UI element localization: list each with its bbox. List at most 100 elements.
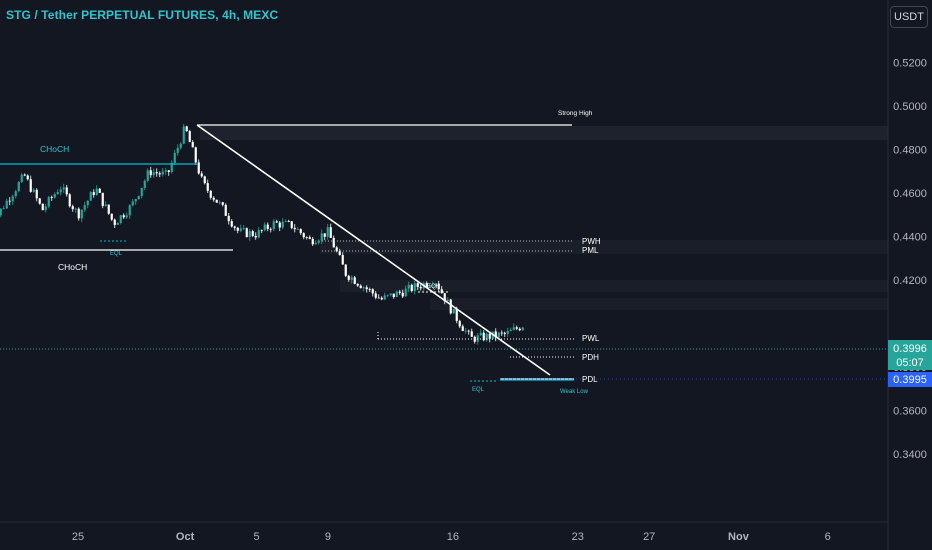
price-tick-label: 0.5200 (893, 57, 927, 69)
candle-body (464, 330, 467, 332)
candle-body (167, 170, 170, 173)
pdl-label: PDL (582, 375, 598, 384)
candle-body (326, 227, 329, 237)
eqh-label: EQH (427, 284, 440, 290)
candle-body (434, 283, 437, 286)
zone-bands (200, 126, 888, 310)
candle-body (329, 227, 332, 238)
candle-body (440, 289, 443, 294)
candle-body (362, 287, 365, 289)
candle-body (92, 192, 95, 195)
price-tick-label: 0.4400 (893, 231, 927, 243)
candle-body (518, 328, 521, 331)
candle-body (428, 285, 431, 287)
candle-body (398, 291, 401, 293)
candle-body (128, 205, 131, 216)
time-tick-label: Oct (176, 531, 195, 543)
candle-body (419, 286, 422, 289)
candle-body (254, 235, 257, 238)
candle-body (353, 277, 356, 284)
candle-body (260, 229, 263, 231)
candle-body (59, 189, 62, 193)
candle-body (377, 297, 380, 299)
current-price-value: 0.3996 (893, 343, 927, 355)
time-axis[interactable]: 25 Oct 5 9 16 23 27 Nov 6 (0, 521, 888, 543)
candle-body (443, 293, 446, 302)
candle-body (122, 215, 125, 218)
candle-body (98, 188, 101, 193)
candle-body (335, 247, 338, 252)
choch-bottom-label: CHoCH (58, 262, 87, 272)
candle-body (56, 192, 59, 195)
candle-body (173, 152, 176, 163)
candle-body (374, 293, 377, 298)
candle-body (485, 333, 488, 341)
time-tick-label: 9 (325, 531, 331, 543)
candle-body (458, 320, 461, 327)
eqh-zone-1 (340, 280, 888, 292)
candle-body (392, 293, 395, 298)
candle-body (410, 284, 413, 292)
candle-body (116, 222, 119, 225)
pwh-zone (320, 240, 888, 254)
trendline[interactable] (196, 124, 551, 376)
eql-left-label: EQL (110, 251, 123, 257)
candle-body (242, 228, 245, 230)
candle-body (200, 173, 203, 177)
candle-body (404, 288, 407, 297)
candle-body (0, 208, 2, 216)
candle-body (407, 284, 410, 289)
candle-body (302, 233, 305, 238)
candle-body (413, 283, 416, 292)
candle-body (482, 332, 485, 341)
candle-body (95, 188, 98, 195)
candle-body (284, 221, 287, 222)
candle-body (182, 126, 185, 144)
time-tick-label: 23 (572, 531, 584, 543)
candle-body (5, 200, 8, 209)
price-tick-label: 0.3400 (893, 449, 927, 461)
candle-body (65, 187, 68, 195)
candle-body (17, 182, 20, 192)
strong-high-zone (200, 126, 888, 140)
candle-body (224, 204, 227, 216)
candle-body (305, 237, 308, 238)
choch-top-label: CHoCH (40, 144, 69, 154)
candle-body (131, 201, 134, 206)
candle-body (38, 198, 41, 204)
candle-body (137, 195, 140, 200)
candle-series (0, 123, 524, 345)
candle-body (245, 228, 248, 238)
candle-body (170, 162, 173, 173)
candle-body (32, 189, 35, 192)
eqh-zone-2 (430, 298, 888, 310)
candle-body (269, 228, 272, 230)
candle-body (155, 172, 158, 174)
candle-body (521, 327, 524, 331)
candle-body (209, 190, 212, 198)
candle-body (449, 299, 452, 314)
candle-body (503, 332, 506, 334)
candle-body (11, 196, 14, 202)
candle-body (395, 291, 398, 298)
candle-body (386, 294, 389, 296)
candle-body (83, 205, 86, 210)
candle-body (308, 237, 311, 239)
crosshair-price-tag: 0.3995 (888, 372, 932, 387)
candle-body (14, 191, 17, 197)
candle-body (104, 204, 107, 207)
candle-body (179, 143, 182, 148)
candle-body (140, 187, 143, 196)
candle-body (512, 327, 515, 330)
candle-body (272, 221, 275, 230)
currency-button[interactable]: USDT (890, 6, 928, 28)
candle-body (218, 202, 221, 204)
candle-body (509, 329, 512, 332)
candle-body (26, 175, 29, 180)
candle-body (41, 203, 44, 211)
candle-body (119, 215, 122, 223)
candle-body (44, 206, 47, 211)
candle-body (368, 289, 371, 290)
candle-body (107, 204, 110, 214)
